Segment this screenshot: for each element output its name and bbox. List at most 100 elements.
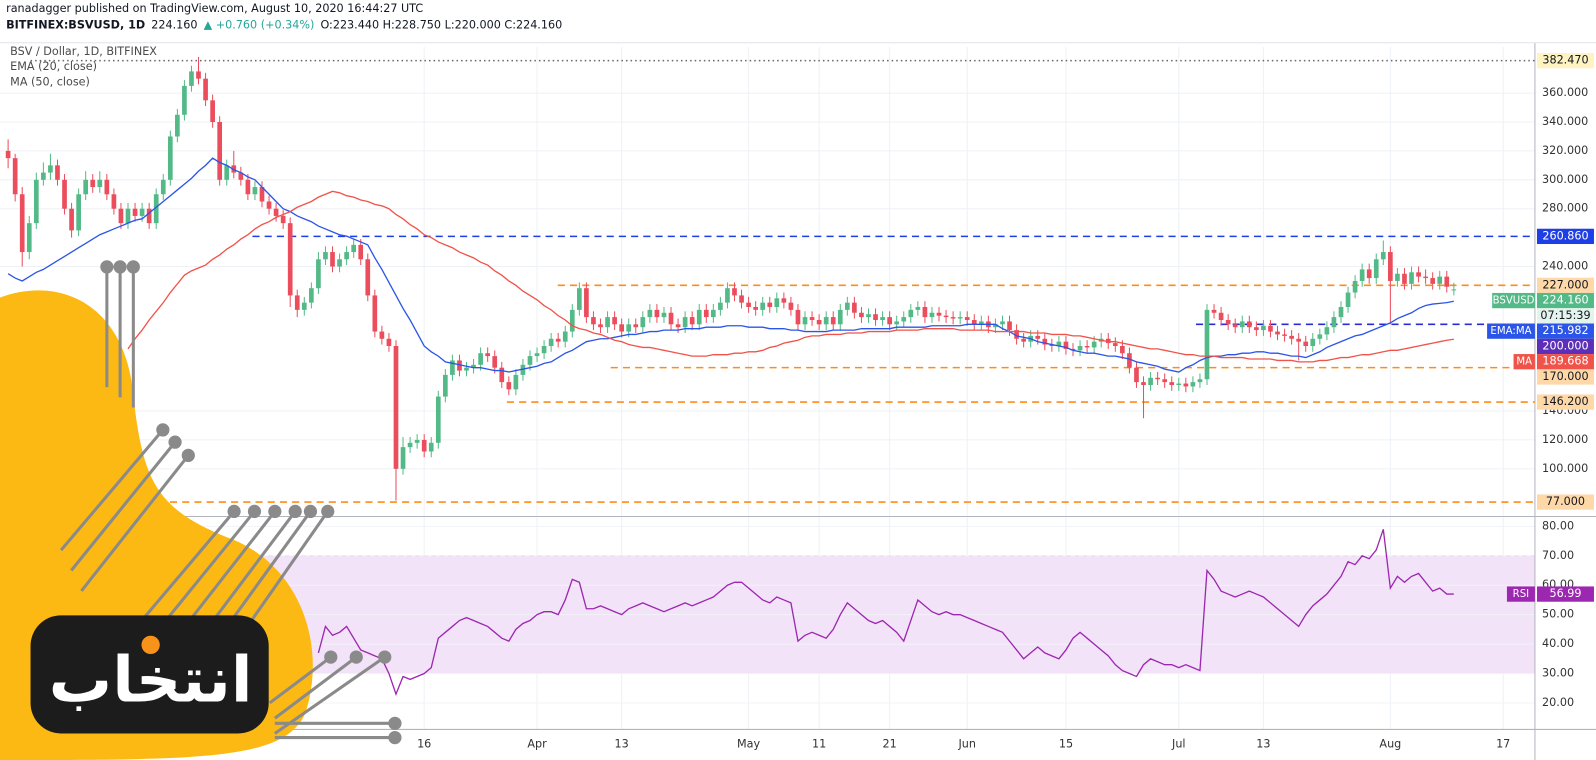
level-label: 227.000 (1542, 278, 1588, 291)
candle-body (492, 356, 498, 368)
level-label: 200.000 (1542, 339, 1588, 352)
candle-body (1190, 382, 1196, 387)
candle-body (104, 179, 110, 195)
candle-body (527, 356, 533, 365)
candle-body (859, 312, 864, 318)
candle-body (19, 194, 25, 253)
candle-body (562, 331, 568, 342)
candle-body (450, 360, 455, 375)
candle-body (407, 442, 413, 448)
candle-body (1373, 259, 1379, 279)
candle-body (203, 78, 208, 101)
candle-body (139, 208, 145, 216)
candle-body (619, 324, 624, 332)
y-tick-label: 300.000 (1542, 173, 1588, 186)
candle-body (316, 259, 321, 289)
candle-body (978, 321, 984, 325)
x-tick-label: 13 (1256, 738, 1270, 751)
candle-body (746, 302, 751, 307)
candle-body (337, 259, 342, 267)
candle-body (358, 244, 364, 260)
candle-body (1077, 345, 1083, 351)
candle-body (309, 288, 314, 303)
candle-body (266, 201, 272, 209)
candle-body (457, 360, 462, 371)
ohlc: O:223.440 H:228.750 L:220.000 C:224.160 (320, 18, 562, 31)
candle-body (591, 317, 596, 325)
candle-body (301, 302, 307, 310)
candle-body (922, 306, 928, 318)
legend-title: BSV / Dollar, 1D, BITFINEX (10, 45, 157, 58)
candle-body (1254, 327, 1259, 331)
candle-body (1409, 272, 1414, 284)
candle-body (866, 314, 871, 318)
candle-body (1021, 338, 1026, 342)
candle-body (379, 331, 385, 339)
candle-body (1352, 280, 1358, 293)
series-tag-box (1536, 323, 1594, 339)
candle-body (175, 114, 180, 137)
candle-body (816, 319, 822, 325)
logo-badge (30, 615, 269, 734)
candle-body (929, 312, 935, 318)
x-tick-label: May (737, 738, 760, 751)
candle-body (294, 295, 300, 310)
candle-body (1056, 341, 1062, 346)
candle-body (41, 172, 46, 180)
y-tick-label: 240.000 (1542, 260, 1588, 273)
x-tick-label: 21 (883, 738, 897, 751)
x-tick-label: Apr (527, 738, 547, 751)
candle-body (69, 208, 74, 231)
x-tick-label: 15 (1059, 738, 1073, 751)
candle-body (167, 136, 173, 180)
candle-body (160, 179, 166, 195)
candle-body (760, 302, 766, 310)
candle-body (1444, 276, 1450, 287)
candle-body (880, 317, 885, 320)
candle-body (111, 194, 117, 209)
candle-body (1211, 309, 1217, 313)
candle-body (964, 317, 970, 320)
series-line (317, 529, 1454, 697)
candle-body (1402, 273, 1407, 284)
candle-body (873, 314, 878, 320)
y-tick-label: 280.000 (1542, 202, 1588, 215)
series-line (127, 190, 1454, 363)
candle-body (1430, 278, 1436, 284)
candle-body (1261, 325, 1266, 331)
candle-body (48, 165, 53, 173)
legend-entry: EMA (20, close) (10, 60, 97, 73)
candle-body (943, 315, 949, 318)
candle-body (661, 312, 667, 318)
symbol: BITFINEX:BSVUSD, 1D (6, 18, 145, 31)
candle-body (520, 364, 526, 375)
candle-body (1303, 341, 1309, 346)
candle-body (654, 309, 660, 318)
y-tick-label: 20.00 (1542, 696, 1574, 709)
x-tick-label: 17 (1496, 738, 1510, 751)
candle-body (1063, 341, 1069, 349)
candle-body (1141, 382, 1146, 386)
x-tick-label: Jul (1171, 738, 1185, 751)
candle-body (273, 208, 279, 216)
y-tick-label: 320.000 (1542, 144, 1588, 157)
candle-body (767, 302, 773, 307)
candle-body (55, 165, 60, 180)
candle-body (421, 439, 427, 452)
candle-body (252, 187, 258, 195)
candle-body (774, 298, 780, 307)
series-tag-name: RSI (1513, 589, 1530, 600)
candle-body (499, 367, 505, 383)
candle-body (534, 353, 540, 357)
x-tick-label: 16 (417, 738, 431, 751)
candle-body (732, 288, 737, 296)
candle-body (1035, 335, 1041, 339)
candle-body (245, 179, 251, 195)
series-tag-value: 56.99 (1549, 587, 1581, 600)
series-tag-value: 189.668 (1542, 355, 1588, 368)
level-label-box (1536, 394, 1594, 410)
candle-body (569, 309, 575, 332)
candle-body (1317, 334, 1323, 339)
candle-body (83, 179, 89, 195)
candle-body (577, 288, 582, 310)
